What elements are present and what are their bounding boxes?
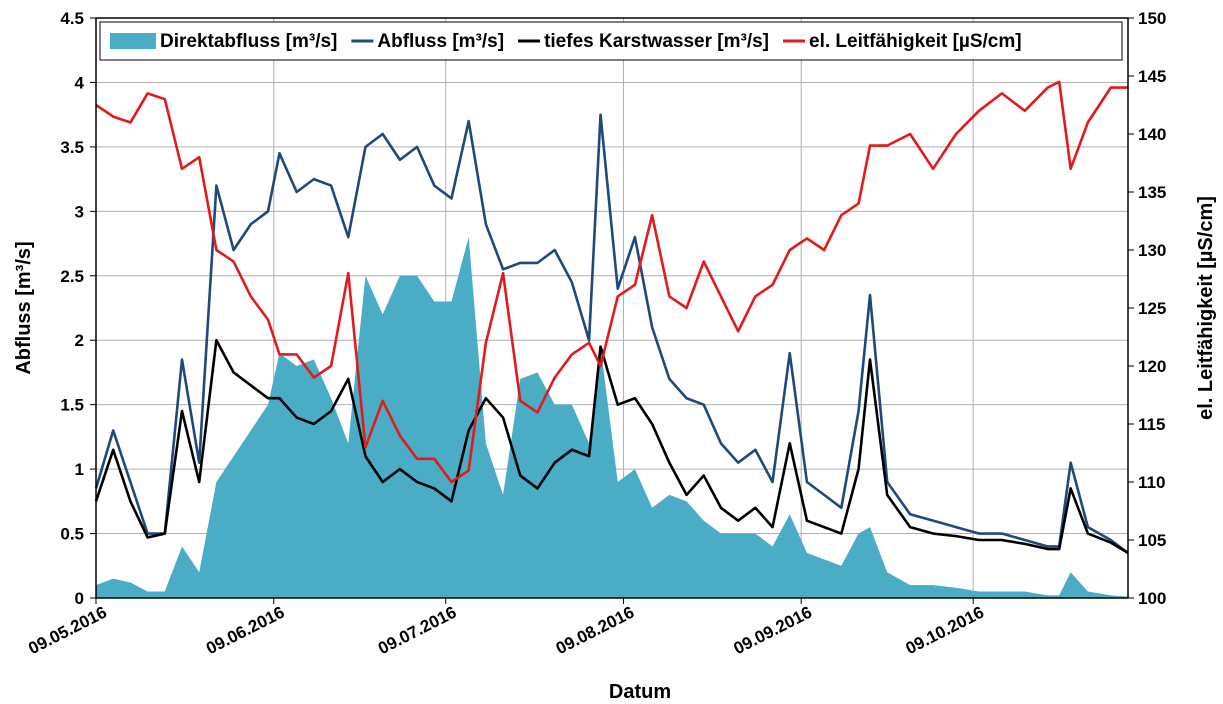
- y-tick-label: 3.5: [60, 138, 84, 157]
- legend-label: Abfluss [m³/s]: [377, 31, 504, 52]
- y2-tick-label: 125: [1138, 299, 1166, 318]
- legend: [99, 21, 1123, 61]
- y2-tick-label: 115: [1138, 415, 1165, 434]
- x-tick-label: 09.07.2016: [375, 603, 459, 659]
- y-tick-label: 0: [75, 589, 84, 608]
- y-tick-label: 1: [75, 460, 84, 479]
- y2-tick-label: 145: [1138, 67, 1166, 86]
- legend-label: tiefes Karstwasser [m³/s]: [544, 31, 769, 52]
- x-tick-label: 09.08.2016: [553, 603, 637, 659]
- x-tick-label: 09.05.2016: [25, 603, 109, 659]
- y-tick-label: 4.5: [60, 9, 84, 28]
- line: [95, 80, 1128, 484]
- x-axis-title: Datum: [609, 681, 671, 703]
- y2-tick-label: 100: [1138, 589, 1166, 608]
- y-tick-label: 2: [75, 331, 84, 350]
- y2-axis-title: el. Leitfähigkeit [µS/cm]: [1195, 196, 1217, 420]
- y2-tick-label: 105: [1138, 531, 1166, 550]
- y2-tick-label: 110: [1138, 473, 1165, 492]
- legend-label: el. Leitfähigkeit [µS/cm]: [809, 31, 1022, 52]
- y2-tick-label: 130: [1138, 241, 1166, 260]
- y-tick-label: 0.5: [60, 525, 84, 544]
- y-axis-title: Abfluss [m³/s]: [13, 241, 35, 374]
- legend-swatch: [110, 33, 156, 49]
- plot-frame: [95, 17, 1129, 599]
- area: [96, 237, 1128, 598]
- line: [94, 338, 1129, 555]
- x-tick-label: 09.10.2016: [903, 603, 987, 659]
- y2-tick-label: 140: [1138, 125, 1166, 144]
- y2-tick-label: 150: [1138, 9, 1166, 28]
- line: [94, 113, 1129, 554]
- x-tick-label: 09.09.2016: [731, 603, 815, 659]
- y-tick-label: 4: [75, 73, 85, 92]
- y-tick-label: 2.5: [60, 267, 84, 286]
- x-tick-label: 09.06.2016: [203, 603, 287, 659]
- legend-label: Direktabfluss [m³/s]: [160, 31, 337, 52]
- y-tick-label: 1.5: [60, 396, 84, 415]
- y2-tick-label: 135: [1138, 183, 1166, 202]
- y-tick-label: 3: [75, 202, 84, 221]
- y2-tick-label: 120: [1138, 357, 1166, 376]
